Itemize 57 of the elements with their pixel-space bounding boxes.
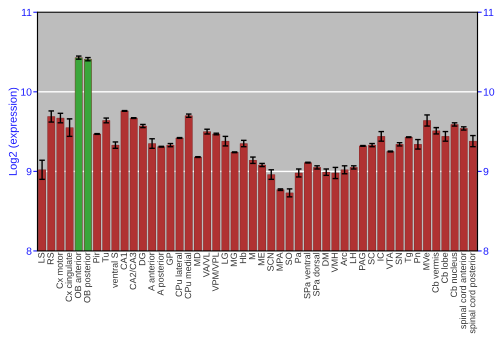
x-tick-label: VMH: [332, 253, 338, 272]
y2-tick-label: 11: [484, 8, 494, 16]
y2-tick-label: 9: [484, 168, 488, 176]
x-tick-label: SC: [368, 252, 375, 264]
x-tick-label: VTA: [386, 252, 393, 270]
x-tick-label: SCN: [267, 253, 274, 271]
x-tick-label: MD: [194, 252, 200, 266]
x-tick-label: A posterior: [157, 252, 166, 296]
x-tick-label: CPu lateral: [175, 252, 182, 297]
x-tick-label: OB posterior: [84, 252, 92, 303]
x-tick-label: SPa ventral: [304, 252, 310, 299]
x-tick-label: Pir: [92, 252, 100, 263]
x-tick-label: SN: [396, 253, 402, 264]
y2-tick-label: 10: [484, 88, 494, 96]
x-tick-label: Pa: [294, 252, 302, 263]
x-tick-label: SO: [286, 252, 292, 265]
x-tick-label: Cx motor: [56, 252, 63, 288]
x-tick-label: VA/VL: [202, 252, 210, 278]
x-tick-label: LS: [38, 252, 45, 263]
x-tick-label: MPA: [276, 252, 283, 270]
x-tick-label: Arc: [340, 252, 348, 266]
x-tick-label: LG: [221, 253, 228, 264]
x-tick-label: Tu: [102, 252, 109, 262]
x-tick-label: LH: [350, 253, 356, 264]
x-tick-label: VPM/VPL: [212, 252, 219, 292]
x-tick-label: DM: [322, 253, 329, 266]
x-tick-label: CPu medial: [184, 252, 192, 299]
y-tick-label: 9: [26, 168, 32, 176]
x-tick-label: spinal cord posterior: [468, 252, 478, 334]
x-tick-label: CA2/CA3: [130, 252, 136, 290]
x-tick-label: Cb nucleus: [450, 252, 458, 298]
x-tick-label: IC: [377, 252, 384, 261]
y-tick-label: 10: [21, 88, 32, 96]
x-tick-label: RS: [47, 252, 54, 264]
x-tick-label: Hb: [240, 252, 246, 264]
x-tick-label: spinal cord anterior: [460, 252, 468, 329]
y-tick-label: 8: [26, 247, 32, 255]
x-tick-label: Tg: [404, 252, 413, 263]
x-tick-label: PAG: [358, 253, 366, 270]
x-tick-label: Cb lobe: [441, 252, 448, 283]
x-tick-label: Cb vermis: [432, 252, 439, 293]
x-tick-label: Pn: [414, 252, 420, 263]
x-tick-label: CA1: [120, 252, 128, 270]
x-tick-label: ventral S: [111, 252, 118, 288]
x-tick-label: OB anterior: [74, 252, 82, 298]
x-tick-label: SPa dorsal: [312, 252, 320, 296]
x-tick-label: M: [249, 253, 256, 260]
y2-tick-label: 8: [484, 247, 488, 255]
x-tick-label: ME: [258, 252, 264, 266]
x-tick-label: MVe: [423, 252, 430, 270]
x-tick-label: A anterior: [148, 252, 155, 291]
x-tick-label: DG: [138, 253, 146, 266]
y-axis-title: Log2 (expression): [8, 88, 19, 176]
y-tick-label: 11: [22, 8, 32, 16]
x-tick-label: GP: [166, 252, 173, 265]
x-tick-label: MG: [230, 253, 238, 266]
x-tick-label: Cx cingulate: [65, 252, 74, 302]
